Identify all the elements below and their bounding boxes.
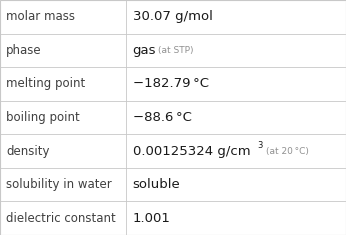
Text: −88.6 °C: −88.6 °C: [133, 111, 191, 124]
Text: solubility in water: solubility in water: [6, 178, 112, 191]
Text: molar mass: molar mass: [6, 10, 75, 23]
Text: dielectric constant: dielectric constant: [6, 212, 116, 225]
Text: melting point: melting point: [6, 77, 85, 90]
Text: gas: gas: [133, 44, 156, 57]
Text: (at STP): (at STP): [158, 46, 194, 55]
Text: 30.07 g/mol: 30.07 g/mol: [133, 10, 212, 23]
Text: soluble: soluble: [133, 178, 180, 191]
Text: 1.001: 1.001: [133, 212, 170, 225]
Text: boiling point: boiling point: [6, 111, 80, 124]
Text: (at 20 °C): (at 20 °C): [266, 147, 309, 156]
Text: phase: phase: [6, 44, 42, 57]
Text: −182.79 °C: −182.79 °C: [133, 77, 209, 90]
Text: 3: 3: [257, 141, 263, 149]
Text: 0.00125324 g/cm: 0.00125324 g/cm: [133, 145, 250, 158]
Text: density: density: [6, 145, 50, 158]
